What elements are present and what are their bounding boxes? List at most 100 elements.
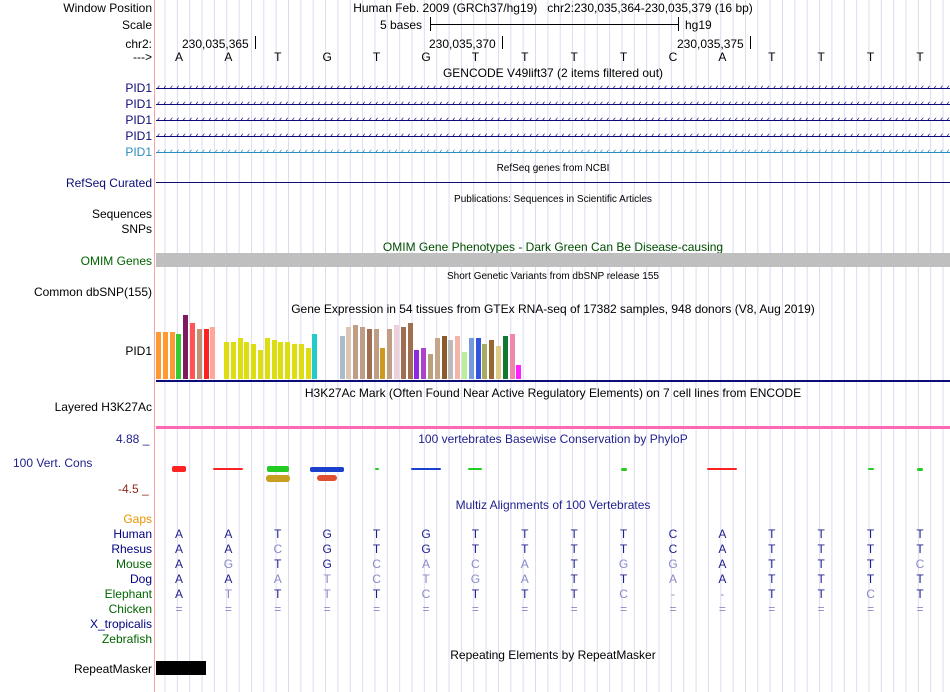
gtex-tissue-bar[interactable] xyxy=(407,323,413,379)
gtex-tissue-bar[interactable] xyxy=(387,329,393,379)
phylop-score-mark[interactable] xyxy=(707,468,738,470)
dbsnp-title[interactable]: Short Genetic Variants from dbSNP releas… xyxy=(447,271,659,282)
multiz-species-label[interactable]: Zebrafish xyxy=(101,632,152,646)
gtex-tissue-bar[interactable] xyxy=(346,327,352,379)
gencode-transcript-label[interactable]: PID1 xyxy=(125,113,152,127)
gtex-tissue-bar[interactable] xyxy=(271,340,277,379)
gtex-tissue-bar[interactable] xyxy=(264,338,270,379)
repeatmasker-label[interactable]: RepeatMasker xyxy=(73,662,152,676)
gtex-tissue-bar[interactable] xyxy=(414,350,420,379)
gtex-tissue-bar[interactable] xyxy=(190,323,195,379)
dbsnp-label[interactable]: Common dbSNP(155) xyxy=(33,285,152,299)
gencode-transcript-label[interactable]: PID1 xyxy=(125,97,152,111)
multiz-title[interactable]: Multiz Alignments of 100 Vertebrates xyxy=(455,498,651,512)
refseq-title[interactable]: RefSeq genes from NCBI xyxy=(496,163,610,174)
gtex-tissue-bar[interactable] xyxy=(482,344,488,379)
gtex-tissue-bar[interactable] xyxy=(203,329,209,379)
publications-title[interactable]: Publications: Sequences in Scientific Ar… xyxy=(454,194,652,205)
publications-label[interactable]: Sequences xyxy=(91,207,152,221)
gtex-label[interactable]: PID1 xyxy=(125,344,152,358)
gtex-tissue-bar[interactable] xyxy=(285,342,291,379)
multiz-gaps-label[interactable]: Gaps xyxy=(123,512,152,526)
gtex-tissue-bar[interactable] xyxy=(176,334,182,379)
gtex-tissue-bar[interactable] xyxy=(428,354,433,379)
phylop-score-mark[interactable] xyxy=(917,467,923,471)
h3k27ac-label[interactable]: Layered H3K27Ac xyxy=(54,400,152,414)
refseq-feature-line[interactable] xyxy=(156,182,950,183)
phylop-label[interactable]: 100 Vert. Cons xyxy=(13,456,93,470)
gtex-tissue-bar[interactable] xyxy=(380,348,386,379)
gtex-tissue-bar[interactable] xyxy=(394,325,399,379)
gencode-transcript-label[interactable]: PID1 xyxy=(125,81,152,95)
gencode-title[interactable]: GENCODE V49lift37 (2 items filtered out) xyxy=(442,66,664,80)
omim-label[interactable]: OMIM Genes xyxy=(80,254,152,268)
omim-title[interactable]: OMIM Gene Phenotypes - Dark Green Can Be… xyxy=(382,240,724,254)
omim-feature-bar[interactable] xyxy=(156,253,950,267)
gtex-tissue-bar[interactable] xyxy=(183,315,189,379)
phylop-score-mark[interactable] xyxy=(266,466,289,472)
gencode-transcript-line[interactable] xyxy=(156,88,950,89)
multiz-species-label[interactable]: Dog xyxy=(129,572,152,586)
gtex-tissue-bar[interactable] xyxy=(339,336,345,379)
multiz-species-label[interactable]: Elephant xyxy=(104,587,152,601)
phylop-score-mark[interactable] xyxy=(317,475,338,481)
gencode-transcript-line[interactable] xyxy=(156,120,950,121)
gtex-tissue-bar[interactable] xyxy=(278,342,284,379)
phylop-score-mark[interactable] xyxy=(172,466,186,472)
gtex-tissue-bar[interactable] xyxy=(400,327,406,379)
gtex-tissue-bar[interactable] xyxy=(224,342,229,379)
gtex-tissue-bar[interactable] xyxy=(360,327,365,379)
gencode-transcript-line[interactable] xyxy=(156,152,950,153)
refseq-label[interactable]: RefSeq Curated xyxy=(65,176,152,190)
multiz-species-label[interactable]: X_tropicalis xyxy=(89,617,152,631)
gtex-tissue-bar[interactable] xyxy=(441,336,447,379)
phylop-score-mark[interactable] xyxy=(213,468,244,470)
gtex-tissue-bar[interactable] xyxy=(496,346,501,379)
gtex-tissue-bar[interactable] xyxy=(196,329,202,379)
gencode-transcript-label[interactable]: PID1 xyxy=(125,129,152,143)
gtex-tissue-bar[interactable] xyxy=(251,344,257,379)
gtex-tissue-bar[interactable] xyxy=(366,329,372,379)
h3k27ac-title[interactable]: H3K27Ac Mark (Often Found Near Active Re… xyxy=(304,386,802,400)
gtex-tissue-bar[interactable] xyxy=(434,338,440,379)
gtex-tissue-bar[interactable] xyxy=(169,332,175,379)
gtex-title[interactable]: Gene Expression in 54 tissues from GTEx … xyxy=(291,302,815,316)
gtex-tissue-bar[interactable] xyxy=(156,332,161,379)
phylop-score-mark[interactable] xyxy=(411,468,441,470)
multiz-species-label[interactable]: Mouse xyxy=(115,557,152,571)
gtex-tissue-bar[interactable] xyxy=(448,340,454,379)
gtex-tissue-bar[interactable] xyxy=(468,338,474,379)
repeatmasker-title[interactable]: Repeating Elements by RepeatMasker xyxy=(450,648,656,662)
gencode-transcript-label[interactable]: PID1 xyxy=(125,145,152,159)
gtex-tissue-bar[interactable] xyxy=(489,340,495,379)
gtex-tissue-bar[interactable] xyxy=(298,344,304,379)
multiz-species-label[interactable]: Human xyxy=(113,527,152,541)
phylop-title[interactable]: 100 vertebrates Basewise Conservation by… xyxy=(418,432,688,446)
gtex-tissue-bar[interactable] xyxy=(162,332,168,379)
gtex-tissue-bar[interactable] xyxy=(353,325,359,379)
phylop-score-mark[interactable] xyxy=(867,468,874,470)
phylop-score-mark[interactable] xyxy=(265,475,290,482)
gtex-tissue-bar[interactable] xyxy=(462,352,467,379)
gtex-tissue-bar[interactable] xyxy=(258,350,263,379)
gtex-tissue-bar[interactable] xyxy=(516,365,522,379)
snps-label[interactable]: SNPs xyxy=(121,222,152,236)
gtex-tissue-bar[interactable] xyxy=(455,336,461,379)
gtex-tissue-bar[interactable] xyxy=(230,342,236,379)
phylop-score-mark[interactable] xyxy=(468,468,483,470)
gtex-tissue-bar[interactable] xyxy=(502,336,508,379)
multiz-species-label[interactable]: Rhesus xyxy=(111,542,152,556)
gtex-tissue-bar[interactable] xyxy=(312,334,318,379)
gtex-tissue-bar[interactable] xyxy=(373,329,379,379)
multiz-species-label[interactable]: Chicken xyxy=(108,602,152,616)
gtex-tissue-bar[interactable] xyxy=(421,348,427,379)
gencode-transcript-line[interactable] xyxy=(156,104,950,105)
gtex-tissue-bar[interactable] xyxy=(305,348,311,379)
gtex-tissue-bar[interactable] xyxy=(210,327,216,379)
phylop-score-mark[interactable] xyxy=(374,468,379,470)
h3k27ac-signal[interactable] xyxy=(156,426,950,429)
phylop-score-mark[interactable] xyxy=(310,466,345,472)
gtex-tissue-bar[interactable] xyxy=(244,342,250,379)
gtex-tissue-bar[interactable] xyxy=(509,334,515,379)
repeatmasker-feature[interactable] xyxy=(156,661,206,675)
